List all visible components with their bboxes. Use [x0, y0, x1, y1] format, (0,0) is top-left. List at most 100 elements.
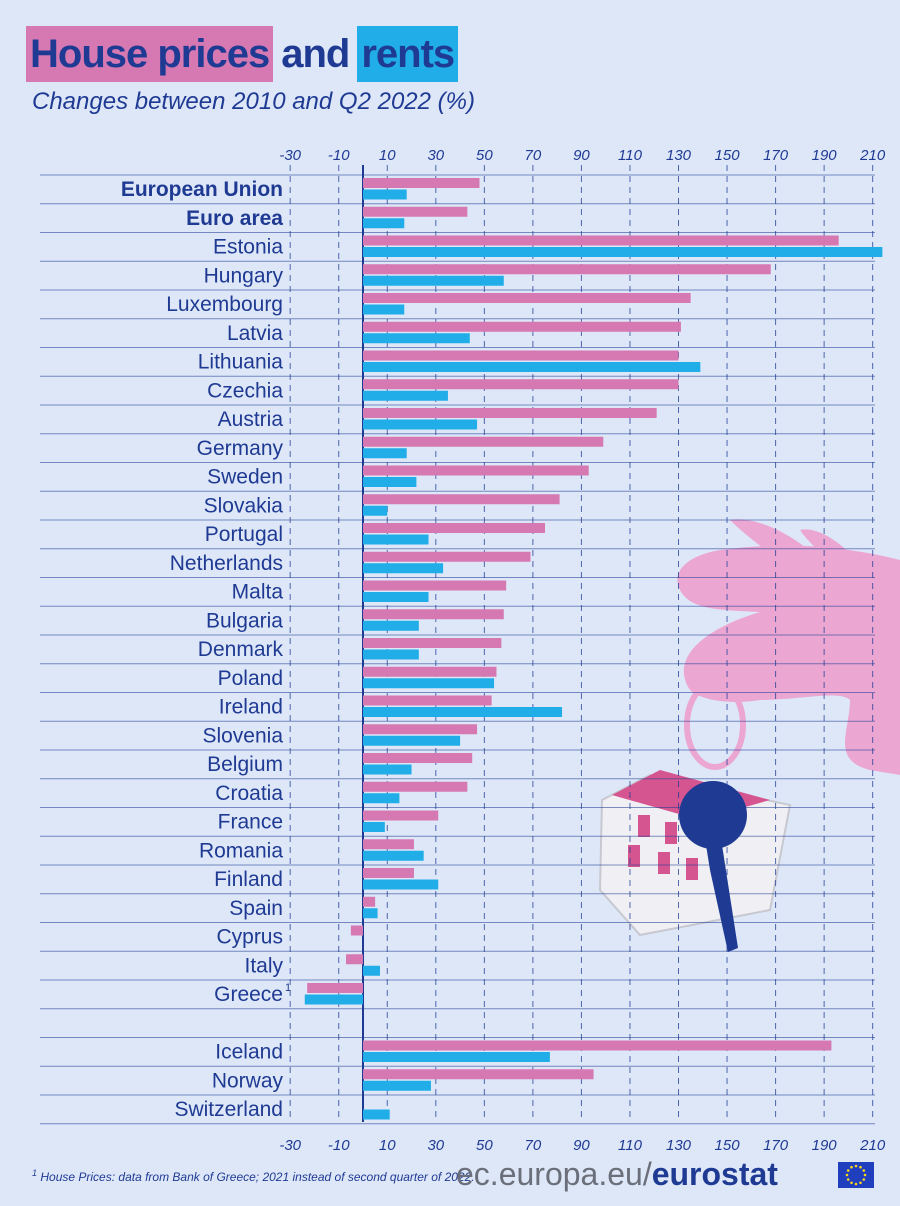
- bar-house-prices: [363, 1040, 832, 1051]
- bar-rents: [363, 477, 417, 487]
- source-brand: eurostat: [651, 1156, 778, 1192]
- x-tick-label-top: 10: [379, 147, 396, 164]
- bar-house-prices: [363, 523, 546, 533]
- category-label: Bulgaria: [206, 609, 283, 632]
- bar-rents: [363, 649, 419, 660]
- bar-rents: [363, 189, 407, 200]
- bar-house-prices: [363, 609, 504, 620]
- bar-rents: [363, 247, 883, 257]
- x-tick-label-bottom: -30: [279, 1137, 301, 1154]
- hand-with-key-illustration: [598, 519, 900, 952]
- x-tick-label-bottom: 110: [618, 1137, 643, 1154]
- title-and: and: [281, 32, 350, 76]
- bar-house-prices: [363, 408, 657, 418]
- bar-house-prices: [363, 494, 560, 505]
- category-label: Finland: [214, 868, 283, 891]
- x-tick-label-bottom: 210: [859, 1137, 886, 1154]
- x-tick-label-bottom: 70: [525, 1137, 542, 1154]
- bar-rents: [363, 448, 407, 459]
- category-label: Slovakia: [204, 494, 284, 517]
- bar-rents: [363, 304, 405, 315]
- bar-rents: [363, 275, 504, 286]
- bar-rents: [363, 965, 380, 976]
- bar-house-prices: [363, 264, 771, 275]
- bar-rents: [363, 850, 424, 861]
- bar-house-prices: [363, 896, 376, 907]
- x-tick-label-bottom: 90: [573, 1137, 590, 1154]
- bar-rents: [304, 994, 363, 1005]
- source-prefix: ec.europa.eu/: [456, 1156, 652, 1192]
- bar-house-prices: [363, 379, 679, 390]
- x-tick-label-bottom: 190: [812, 1137, 838, 1154]
- x-tick-label-top: 130: [666, 147, 692, 164]
- category-label: Germany: [197, 437, 284, 460]
- bar-house-prices: [363, 321, 681, 332]
- footnote-marker: 1: [32, 1168, 38, 1178]
- category-label: Luxembourg: [166, 293, 283, 316]
- category-label: Ireland: [219, 696, 283, 719]
- bar-rents: [363, 735, 461, 746]
- bar-house-prices: [363, 1069, 594, 1080]
- bar-rents: [363, 333, 470, 344]
- category-label: Sweden: [207, 466, 283, 489]
- x-tick-label-bottom: 150: [715, 1137, 741, 1154]
- category-label: Portugal: [205, 523, 283, 546]
- eu-flag-icon: [838, 1162, 874, 1188]
- bar-house-prices: [363, 666, 497, 677]
- bar-house-prices: [363, 293, 691, 303]
- x-tick-label-top: 90: [573, 147, 590, 164]
- bar-rents: [363, 678, 495, 689]
- bar-house-prices: [346, 954, 363, 965]
- category-label: Euro area: [186, 207, 283, 230]
- bar-rents: [363, 419, 478, 430]
- category-label: Lithuania: [198, 351, 284, 374]
- x-tick-label-top: 150: [715, 147, 741, 164]
- bar-house-prices: [363, 724, 478, 735]
- bar-house-prices: [363, 781, 468, 792]
- category-label: Czechia: [207, 379, 283, 402]
- category-label: European Union: [121, 178, 283, 201]
- x-tick-label-top: 210: [859, 147, 886, 164]
- source-url[interactable]: ec.europa.eu/eurostat: [456, 1156, 778, 1193]
- bar-house-prices: [363, 580, 507, 591]
- bar-rents: [363, 505, 388, 516]
- bar-house-prices: [363, 436, 604, 447]
- x-tick-label-top: 190: [812, 147, 838, 164]
- bar-house-prices: [363, 695, 492, 706]
- category-label: Cyprus: [216, 926, 283, 949]
- bar-rents: [363, 908, 378, 919]
- x-tick-label-top: 70: [525, 147, 542, 164]
- bar-rents: [363, 218, 405, 229]
- category-label: Italy: [244, 954, 283, 977]
- title: House prices and rents: [26, 26, 459, 82]
- category-label: Netherlands: [170, 552, 283, 575]
- bar-house-prices: [363, 839, 414, 850]
- x-tick-label-top: -10: [328, 147, 350, 164]
- bar-house-prices: [363, 638, 502, 648]
- category-superscript: 1: [285, 982, 291, 994]
- footnote-text: House Prices: data from Bank of Greece; …: [40, 1170, 475, 1184]
- bar-rents: [363, 1080, 431, 1091]
- bar-rents: [363, 620, 419, 631]
- x-tick-label-top: -30: [279, 147, 301, 164]
- bar-house-prices: [350, 925, 363, 936]
- category-label: Spain: [229, 897, 283, 920]
- subtitle: Changes between 2010 and Q2 2022 (%): [32, 88, 475, 115]
- category-label: Austria: [218, 408, 284, 431]
- category-label: Iceland: [215, 1041, 283, 1064]
- x-tick-label-top: 50: [476, 147, 493, 164]
- category-label: Greece: [214, 983, 283, 1006]
- category-label: Denmark: [198, 638, 284, 661]
- category-label: Belgium: [207, 753, 283, 776]
- bar-rents: [363, 362, 701, 372]
- title-house-prices: House prices: [26, 26, 274, 82]
- category-label: Croatia: [215, 782, 283, 805]
- bar-rents: [363, 764, 412, 775]
- x-tick-label-bottom: 50: [476, 1137, 493, 1154]
- bar-house-prices: [363, 810, 439, 821]
- bar-rents: [363, 563, 444, 574]
- x-tick-label-top: 110: [618, 147, 643, 164]
- bar-house-prices: [363, 868, 414, 878]
- x-tick-label-bottom: 10: [379, 1137, 396, 1154]
